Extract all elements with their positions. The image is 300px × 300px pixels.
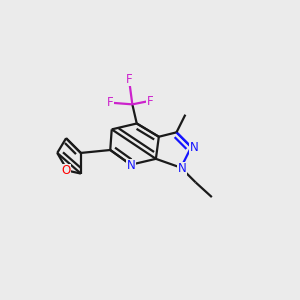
Text: N: N (127, 159, 135, 172)
Text: N: N (190, 141, 199, 154)
Text: F: F (107, 96, 114, 110)
Text: N: N (178, 162, 187, 175)
Text: O: O (61, 164, 71, 177)
Text: F: F (147, 95, 153, 108)
Text: F: F (126, 73, 133, 86)
